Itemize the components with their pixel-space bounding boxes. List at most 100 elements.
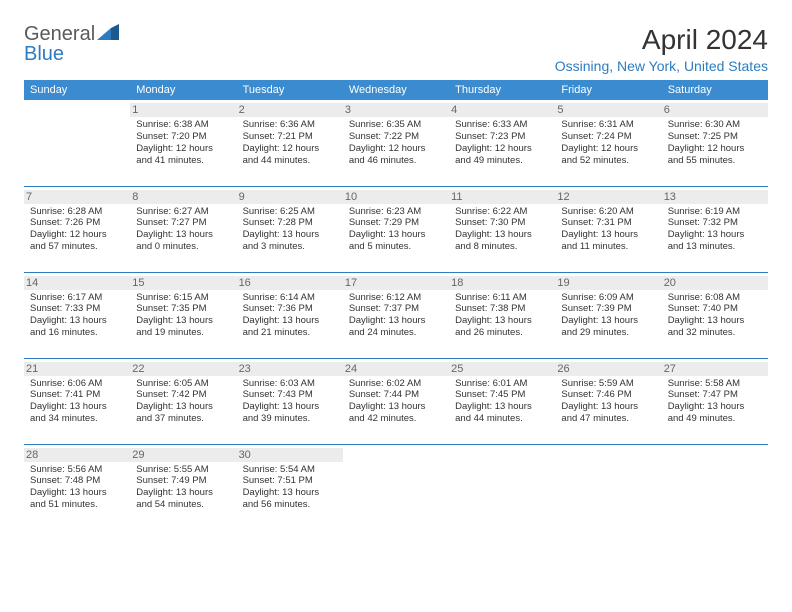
daylight-text: Daylight: 13 hours and 56 minutes. (243, 487, 337, 511)
day-number: 11 (449, 190, 555, 204)
calendar-day-cell: 17Sunrise: 6:12 AMSunset: 7:37 PMDayligh… (343, 272, 449, 358)
sunset-text: Sunset: 7:29 PM (349, 217, 443, 229)
sunrise-text: Sunrise: 6:33 AM (455, 119, 549, 131)
daylight-text: Daylight: 13 hours and 32 minutes. (668, 315, 762, 339)
location: Ossining, New York, United States (555, 58, 768, 74)
daylight-text: Daylight: 13 hours and 0 minutes. (136, 229, 230, 253)
day-details: Sunrise: 6:38 AMSunset: 7:20 PMDaylight:… (136, 119, 230, 167)
logo-mark-icon (97, 24, 119, 40)
sunrise-text: Sunrise: 6:22 AM (455, 206, 549, 218)
sunset-text: Sunset: 7:25 PM (668, 131, 762, 143)
sunrise-text: Sunrise: 6:08 AM (668, 292, 762, 304)
day-details: Sunrise: 6:03 AMSunset: 7:43 PMDaylight:… (243, 378, 337, 426)
title-block: April 2024 Ossining, New York, United St… (555, 24, 768, 74)
day-details: Sunrise: 6:15 AMSunset: 7:35 PMDaylight:… (136, 292, 230, 340)
calendar-day-cell: 3Sunrise: 6:35 AMSunset: 7:22 PMDaylight… (343, 100, 449, 186)
calendar-day-cell: 18Sunrise: 6:11 AMSunset: 7:38 PMDayligh… (449, 272, 555, 358)
sunset-text: Sunset: 7:49 PM (136, 475, 230, 487)
calendar-day-cell: 14Sunrise: 6:17 AMSunset: 7:33 PMDayligh… (24, 272, 130, 358)
sunrise-text: Sunrise: 6:09 AM (561, 292, 655, 304)
day-details: Sunrise: 6:06 AMSunset: 7:41 PMDaylight:… (30, 378, 124, 426)
sunrise-text: Sunrise: 6:14 AM (243, 292, 337, 304)
daylight-text: Daylight: 13 hours and 26 minutes. (455, 315, 549, 339)
sunset-text: Sunset: 7:44 PM (349, 389, 443, 401)
sunrise-text: Sunrise: 6:12 AM (349, 292, 443, 304)
day-number: 5 (555, 103, 661, 117)
daylight-text: Daylight: 13 hours and 24 minutes. (349, 315, 443, 339)
day-details: Sunrise: 6:30 AMSunset: 7:25 PMDaylight:… (668, 119, 762, 167)
daylight-text: Daylight: 12 hours and 52 minutes. (561, 143, 655, 167)
day-number: 12 (555, 190, 661, 204)
daylight-text: Daylight: 13 hours and 39 minutes. (243, 401, 337, 425)
daylight-text: Daylight: 13 hours and 44 minutes. (455, 401, 549, 425)
calendar-day-cell: 10 Sunrise: 6:23 AMSunset: 7:29 PMDayligh… (343, 186, 449, 272)
day-details: Sunrise: 6:22 AMSunset: 7:30 PMDaylight:… (455, 206, 549, 254)
sunrise-text: Sunrise: 6:17 AM (30, 292, 124, 304)
day-details: Sunrise: 6:12 AMSunset: 7:37 PMDaylight:… (349, 292, 443, 340)
calendar-day-cell: 23Sunrise: 6:03 AMSunset: 7:43 PMDayligh… (237, 358, 343, 444)
sunrise-text: Sunrise: 5:58 AM (668, 378, 762, 390)
day-number: 19 (555, 276, 661, 290)
day-number: 16 (237, 276, 343, 290)
day-number: 15 (130, 276, 236, 290)
sunset-text: Sunset: 7:31 PM (561, 217, 655, 229)
sunset-text: Sunset: 7:24 PM (561, 131, 655, 143)
logo: GeneralBlue (24, 24, 119, 64)
sunset-text: Sunset: 7:48 PM (30, 475, 124, 487)
calendar-day-cell: 5 Sunrise: 6:31 AMSunset: 7:24 PMDaylight… (555, 100, 661, 186)
daylight-text: Daylight: 13 hours and 19 minutes. (136, 315, 230, 339)
day-number: 8 (130, 190, 236, 204)
daylight-text: Daylight: 13 hours and 47 minutes. (561, 401, 655, 425)
day-number: 10 (343, 190, 449, 204)
daylight-text: Daylight: 13 hours and 34 minutes. (30, 401, 124, 425)
day-number: 13 (662, 190, 768, 204)
calendar-week-row: 21Sunrise: 6:06 AMSunset: 7:41 PMDayligh… (24, 358, 768, 444)
sunset-text: Sunset: 7:21 PM (243, 131, 337, 143)
weekday-header: Tuesday (237, 80, 343, 100)
daylight-text: Daylight: 13 hours and 5 minutes. (349, 229, 443, 253)
calendar-day-cell: 7 Sunrise: 6:28 AMSunset: 7:26 PMDaylight… (24, 186, 130, 272)
sunrise-text: Sunrise: 6:23 AM (349, 206, 443, 218)
day-number: 27 (662, 362, 768, 376)
sunset-text: Sunset: 7:39 PM (561, 303, 655, 315)
day-details: Sunrise: 5:55 AMSunset: 7:49 PMDaylight:… (136, 464, 230, 512)
daylight-text: Daylight: 13 hours and 21 minutes. (243, 315, 337, 339)
sunrise-text: Sunrise: 6:05 AM (136, 378, 230, 390)
daylight-text: Daylight: 13 hours and 42 minutes. (349, 401, 443, 425)
day-details: Sunrise: 6:20 AMSunset: 7:31 PMDaylight:… (561, 206, 655, 254)
calendar-day-cell: 2 Sunrise: 6:36 AMSunset: 7:21 PMDaylight… (237, 100, 343, 186)
sunrise-text: Sunrise: 5:59 AM (561, 378, 655, 390)
sunset-text: Sunset: 7:32 PM (668, 217, 762, 229)
day-number: 9 (237, 190, 343, 204)
daylight-text: Daylight: 12 hours and 46 minutes. (349, 143, 443, 167)
day-details: Sunrise: 5:56 AMSunset: 7:48 PMDaylight:… (30, 464, 124, 512)
day-number: 7 (24, 190, 130, 204)
day-number: 26 (555, 362, 661, 376)
day-number: 2 (237, 103, 343, 117)
daylight-text: Daylight: 12 hours and 57 minutes. (30, 229, 124, 253)
day-details: Sunrise: 6:36 AMSunset: 7:21 PMDaylight:… (243, 119, 337, 167)
calendar-day-cell: 26Sunrise: 5:59 AMSunset: 7:46 PMDayligh… (555, 358, 661, 444)
day-details: Sunrise: 6:14 AMSunset: 7:36 PMDaylight:… (243, 292, 337, 340)
calendar-table: SundayMondayTuesdayWednesdayThursdayFrid… (24, 80, 768, 530)
calendar-day-cell: 6 Sunrise: 6:30 AMSunset: 7:25 PMDaylight… (662, 100, 768, 186)
sunset-text: Sunset: 7:28 PM (243, 217, 337, 229)
day-details: Sunrise: 6:31 AMSunset: 7:24 PMDaylight:… (561, 119, 655, 167)
sunrise-text: Sunrise: 6:27 AM (136, 206, 230, 218)
sunrise-text: Sunrise: 6:36 AM (243, 119, 337, 131)
sunset-text: Sunset: 7:22 PM (349, 131, 443, 143)
sunset-text: Sunset: 7:38 PM (455, 303, 549, 315)
day-details: Sunrise: 6:01 AMSunset: 7:45 PMDaylight:… (455, 378, 549, 426)
calendar-day-cell: 28Sunrise: 5:56 AMSunset: 7:48 PMDayligh… (24, 444, 130, 530)
calendar-day-cell: 21Sunrise: 6:06 AMSunset: 7:41 PMDayligh… (24, 358, 130, 444)
day-details: Sunrise: 6:28 AMSunset: 7:26 PMDaylight:… (30, 206, 124, 254)
weekday-header: Saturday (662, 80, 768, 100)
sunrise-text: Sunrise: 5:54 AM (243, 464, 337, 476)
day-details: Sunrise: 5:54 AMSunset: 7:51 PMDaylight:… (243, 464, 337, 512)
calendar-day-cell (343, 444, 449, 530)
day-details: Sunrise: 6:23 AMSunset: 7:29 PMDaylight:… (349, 206, 443, 254)
day-number: 6 (662, 103, 768, 117)
weekday-header: Monday (130, 80, 236, 100)
sunset-text: Sunset: 7:41 PM (30, 389, 124, 401)
day-number: 14 (24, 276, 130, 290)
